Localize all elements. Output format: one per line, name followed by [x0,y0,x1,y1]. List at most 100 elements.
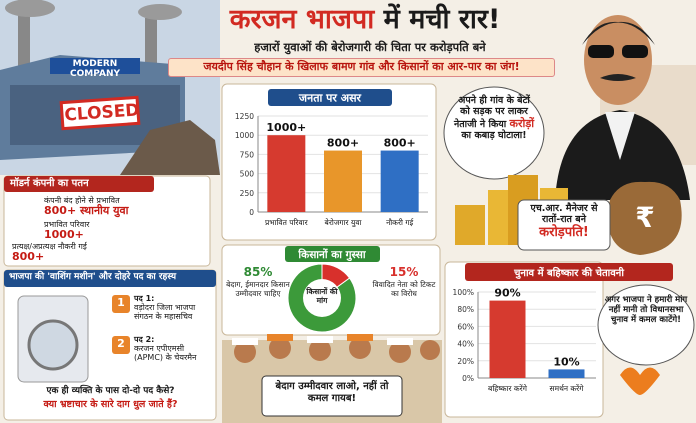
money-bag [608,181,682,255]
y-tick-label: 80% [457,305,474,314]
chimney [18,10,30,70]
post-number: 1 [117,296,125,309]
y-tick-label: 1000 [235,131,254,140]
company-panel-title: मॉडर्न कंपनी का पतन [10,178,89,189]
warning-bubble-text: अगर भाजपा ने हमारी मांग नहीं मानी तो विध… [604,295,688,325]
village-bubble-text: अपने ही गांव के बेटों को सड़क पर लाकर ने… [452,95,536,142]
pie-category-label: बेदाग, ईमानदार किसान उम्मीदवार चाहिए [226,280,290,298]
man-shirt [605,112,635,160]
pie-center-label: किसानों की मांग [306,287,338,305]
title-black: में मची रार! [383,4,501,35]
man-jacket [555,110,690,200]
pie-hole [303,279,341,317]
y-tick-label: 750 [240,150,255,159]
post-2: पद 2: करजन एपीएमसी (APMC) के चेयरमैन [134,335,214,363]
speech-bubble [443,86,545,180]
banner-text: बेदाग उम्मीदवार लाओ, नहीं तो कमल गायब! [275,381,389,404]
value-label: 1000+ [266,121,306,134]
company-item: प्रत्यक्ष/अप्रत्यक्ष नौकरी गई 800+ [12,242,202,264]
lotus-icon [620,367,660,395]
chart-title: जनता पर असर [298,92,362,105]
factory-sign-text: MODERN COMPANY [70,59,120,80]
value-label: 800+ [384,137,416,150]
item-label: प्रभावित परिवार [44,220,90,229]
pie-value-label: 15% [389,265,419,279]
sunglasses [588,45,614,58]
subtitle: हजारों युवाओं की बेरोजगारी की चिता पर कर… [254,40,486,54]
x-tick-label: प्रभावित परिवार [265,218,309,227]
bubble-text: एच.आर. मैनेजर से रातों-रात बने [530,203,598,225]
y-tick-label: 40% [457,340,474,349]
post-label: पद 1: [134,294,155,303]
pie-value-label: 85% [243,265,273,279]
man-face [584,15,652,105]
chart-title: किसानों का गुस्सा [297,248,366,262]
closed-stamp [59,95,141,131]
post-label: पद 2: [134,335,155,344]
item-value: 1000+ [44,228,84,242]
post-1: पद 1: वड़ोदरा जिला भाजपा संगठन के महासचिव [134,294,214,322]
sunglasses [622,45,648,58]
title-red: करजन भाजपा [229,4,375,35]
x-tick-label: बेरोजगार युवा [325,218,363,228]
y-tick-label: 100% [453,288,474,297]
post-text: करजन एपीएमसी (APMC) के चेयरमैन [134,344,197,363]
protest-banner [261,375,403,417]
post-text: वड़ोदरा जिला भाजपा संगठन के महासचिव [134,303,196,322]
bar [489,300,526,378]
x-tick-label: बहिष्कार करेंगे [488,384,528,393]
value-label: 10% [553,355,579,368]
farmers-panel-header [285,246,380,262]
company-item: कंपनी बंद होने से प्रभावित 800+ स्थानीय … [12,196,202,218]
y-tick-label: 1250 [235,112,254,121]
man-hair [582,21,655,45]
item-label: कंपनी बंद होने से प्रभावित [44,196,120,205]
y-tick-label: 250 [240,189,255,198]
post-number: 2 [117,337,125,350]
smoke [138,4,182,20]
bar [548,369,585,378]
post-number-box [112,336,130,354]
bar [324,150,362,212]
value-label: 90% [494,287,520,300]
election-panel-header [465,263,673,281]
accusation: क्या भ्रष्टाचार के सारे दाग धुल जाते हैं… [43,399,178,410]
item-value: 800+ स्थानीय युवा [44,204,129,218]
bubble-highlight: करोड़पति! [539,224,589,240]
moustache [600,74,636,81]
speech-bubble [597,284,695,366]
post-panel-header [4,270,216,287]
pie-category-label: विवादित नेता को टिकट का विरोध [372,280,436,298]
value-label: 800+ [327,137,359,150]
y-tick-label: 20% [457,357,474,366]
factory-sign [50,58,140,74]
bar [380,150,419,212]
machine-door [27,319,79,371]
y-tick-label: 0% [462,374,474,383]
post-number-box [112,295,130,313]
scrap-pile [120,120,220,175]
x-tick-label: नौकरी गई [386,218,414,227]
bag-symbol: ₹ [635,201,655,234]
y-tick-label: 500 [240,170,255,179]
speech-bubble [517,199,611,251]
company-panel-header [4,176,154,192]
tagline: जयदीप सिंह चौहान के खिलाफ बामण गांव और क… [168,58,555,77]
chart-title: चुनाव में बहिष्कार की चेतावनी [513,266,624,279]
title: करजन भाजपा में मची रार! [165,4,565,35]
bubble-text: अपने ही गांव के बेटों को सड़क पर लाकर ने… [453,95,530,130]
y-tick-label: 0 [249,208,254,217]
bubble-highlight: करोड़ों [509,116,535,130]
hr-bubble-text: एच.आर. मैनेजर से रातों-रात बने करोड़पति! [522,203,606,241]
x-tick-label: समर्थन करेंगे [550,384,585,393]
company-item: प्रभावित परिवार 1000+ [12,220,202,242]
item-label: प्रत्यक्ष/अप्रत्यक्ष नौकरी गई [12,242,87,251]
item-value: 800+ [12,250,45,264]
bubble-text: का कबाड़ घोटाला! [461,129,527,141]
post-panel-title: भाजपा की 'वाशिंग मशीन' और दोहरे पद का रह… [9,272,177,282]
bar [267,135,306,212]
question: एक ही व्यक्ति के पास दो-दो पद कैसे? [46,386,175,396]
smoke [5,0,55,17]
